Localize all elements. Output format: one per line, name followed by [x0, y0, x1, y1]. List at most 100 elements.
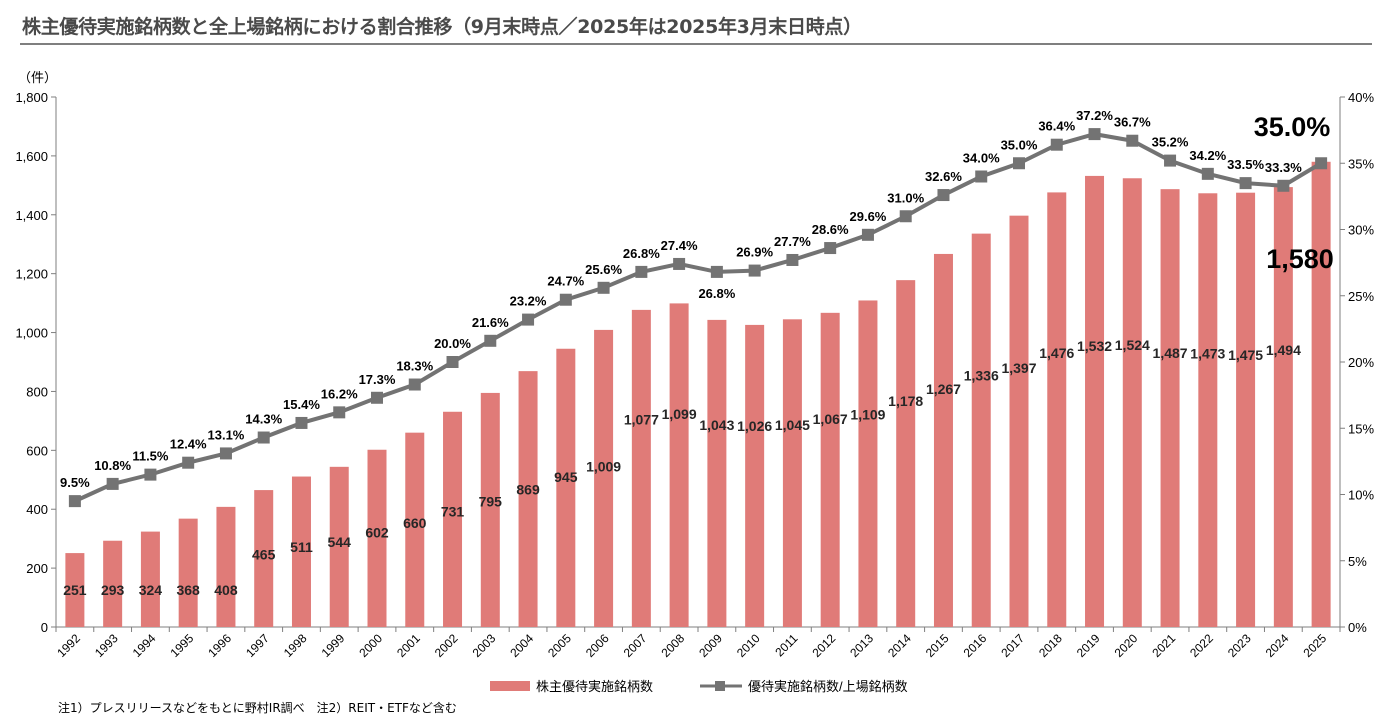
y-left-tick-label: 1,400 [15, 208, 48, 223]
ratio-marker [1050, 138, 1063, 151]
bar-label: 869 [516, 481, 540, 497]
bar [103, 540, 123, 627]
ratio-marker [1013, 157, 1025, 170]
bar-label: 368 [176, 582, 200, 598]
bar [480, 392, 500, 627]
bar [1122, 178, 1142, 627]
x-tick-label: 2012 [810, 631, 839, 660]
bar-label: 465 [252, 547, 276, 563]
bar-label: 1,045 [775, 417, 810, 433]
bar-label: 602 [365, 525, 389, 541]
ratio-line [74, 132, 1323, 503]
bar [1198, 193, 1218, 628]
x-tick-label: 2001 [394, 631, 423, 660]
bar [178, 518, 198, 627]
ratio-marker [597, 281, 610, 294]
bar-labels: 251 293 324 368 408 465 511 544 602 660 731 795 869 9… [63, 244, 1334, 598]
bar-label: 251 [63, 582, 87, 598]
title-divider [20, 43, 1372, 45]
bar-label: 1,067 [813, 411, 848, 427]
chart-title: 株主優待実施銘柄数と全上場銘柄における割合推移（9月末時点／2025年は2025… [22, 16, 862, 38]
x-tick-label: 1992 [54, 631, 83, 660]
bar-label: 1,473 [1190, 345, 1225, 361]
bar-series [65, 161, 1331, 628]
ratio-label: 35.0% [1001, 137, 1038, 152]
x-tick-label: 2016 [961, 631, 990, 660]
y-right-tick-label: 5% [1348, 554, 1367, 569]
bar [820, 312, 840, 627]
ratio-label: 26.8% [623, 246, 660, 261]
y-left-tick-label: 1,600 [15, 149, 48, 164]
x-tick-label: 2005 [545, 631, 574, 660]
bar [443, 411, 463, 627]
ratio-label: 13.1% [208, 427, 245, 442]
bar [594, 329, 614, 627]
x-tick-label: 2010 [734, 631, 763, 660]
ratio-marker [1277, 179, 1290, 192]
ratio-marker [975, 170, 988, 183]
y-right-tick-label: 35% [1348, 156, 1374, 171]
bar-label: 324 [139, 582, 163, 598]
x-tick-label: 2004 [507, 631, 536, 660]
ratio-marker [899, 210, 912, 223]
ratio-label: 36.7% [1114, 115, 1151, 130]
bar-label: 1,043 [699, 417, 734, 433]
ratio-marker [1239, 177, 1252, 190]
x-tick-label: 1996 [205, 631, 234, 660]
legend-line-marker [715, 681, 725, 691]
bar [405, 432, 425, 627]
x-tick-label: 1993 [92, 631, 121, 660]
bar [858, 300, 878, 627]
bar-label: 1,487 [1153, 345, 1188, 361]
y-right-tick-label: 10% [1348, 488, 1374, 503]
ratio-label: 21.6% [472, 315, 509, 330]
x-tick-label: 2013 [847, 631, 876, 660]
bar-label: 1,532 [1077, 338, 1112, 354]
x-tick-label: 2015 [923, 631, 952, 660]
ratio-label: 28.6% [812, 222, 849, 237]
bar-label: 408 [214, 582, 238, 598]
ratio-marker [710, 265, 723, 278]
bar [1311, 161, 1331, 627]
ratio-label: 11.5% [132, 449, 169, 464]
ratio-label: 17.3% [359, 372, 396, 387]
ratio-marker [68, 495, 81, 508]
ratio-marker [635, 265, 648, 278]
x-tick-label: 2023 [1225, 631, 1254, 660]
y-left-tick-label: 800 [26, 384, 48, 399]
ratio-label: 34.2% [1189, 148, 1226, 163]
bar [1047, 192, 1067, 627]
x-tick-label: 2011 [772, 631, 800, 659]
y-left-tick-label: 400 [26, 502, 48, 517]
ratio-marker [1201, 167, 1214, 180]
bar [556, 348, 576, 627]
bar [140, 531, 160, 627]
ratio-label: 36.4% [1038, 119, 1075, 134]
ratio-label-highlight: 35.0% [1254, 112, 1331, 142]
x-tick-label: 2021 [1149, 631, 1178, 660]
x-tick-label: 2000 [356, 631, 385, 660]
bar-label: 1,109 [850, 406, 885, 422]
bar [216, 506, 236, 627]
ratio-label: 25.6% [585, 262, 622, 277]
bar-label: 1,077 [624, 412, 659, 428]
ratio-marker [1315, 157, 1328, 170]
y-right-tick-label: 30% [1348, 223, 1374, 238]
y-right-tick-label: 20% [1348, 355, 1374, 370]
y-right-tick-label: 25% [1348, 289, 1374, 304]
bar-label: 1,476 [1039, 345, 1074, 361]
bar-label: 795 [479, 493, 503, 509]
y-right-tick-label: 0% [1348, 620, 1367, 635]
ratio-label: 23.2% [510, 294, 547, 309]
ratio-label: 9.5% [60, 475, 90, 490]
ratio-marker [824, 242, 837, 255]
bar-label-highlight: 1,580 [1266, 244, 1334, 274]
x-tick-label: 2018 [1036, 631, 1065, 660]
bar [291, 476, 311, 627]
ratio-marker [673, 257, 686, 270]
bar [518, 371, 538, 627]
ratio-label: 26.9% [736, 245, 773, 260]
ratio-label: 37.2% [1076, 108, 1113, 123]
y-left-unit-label: （件） [18, 70, 57, 85]
